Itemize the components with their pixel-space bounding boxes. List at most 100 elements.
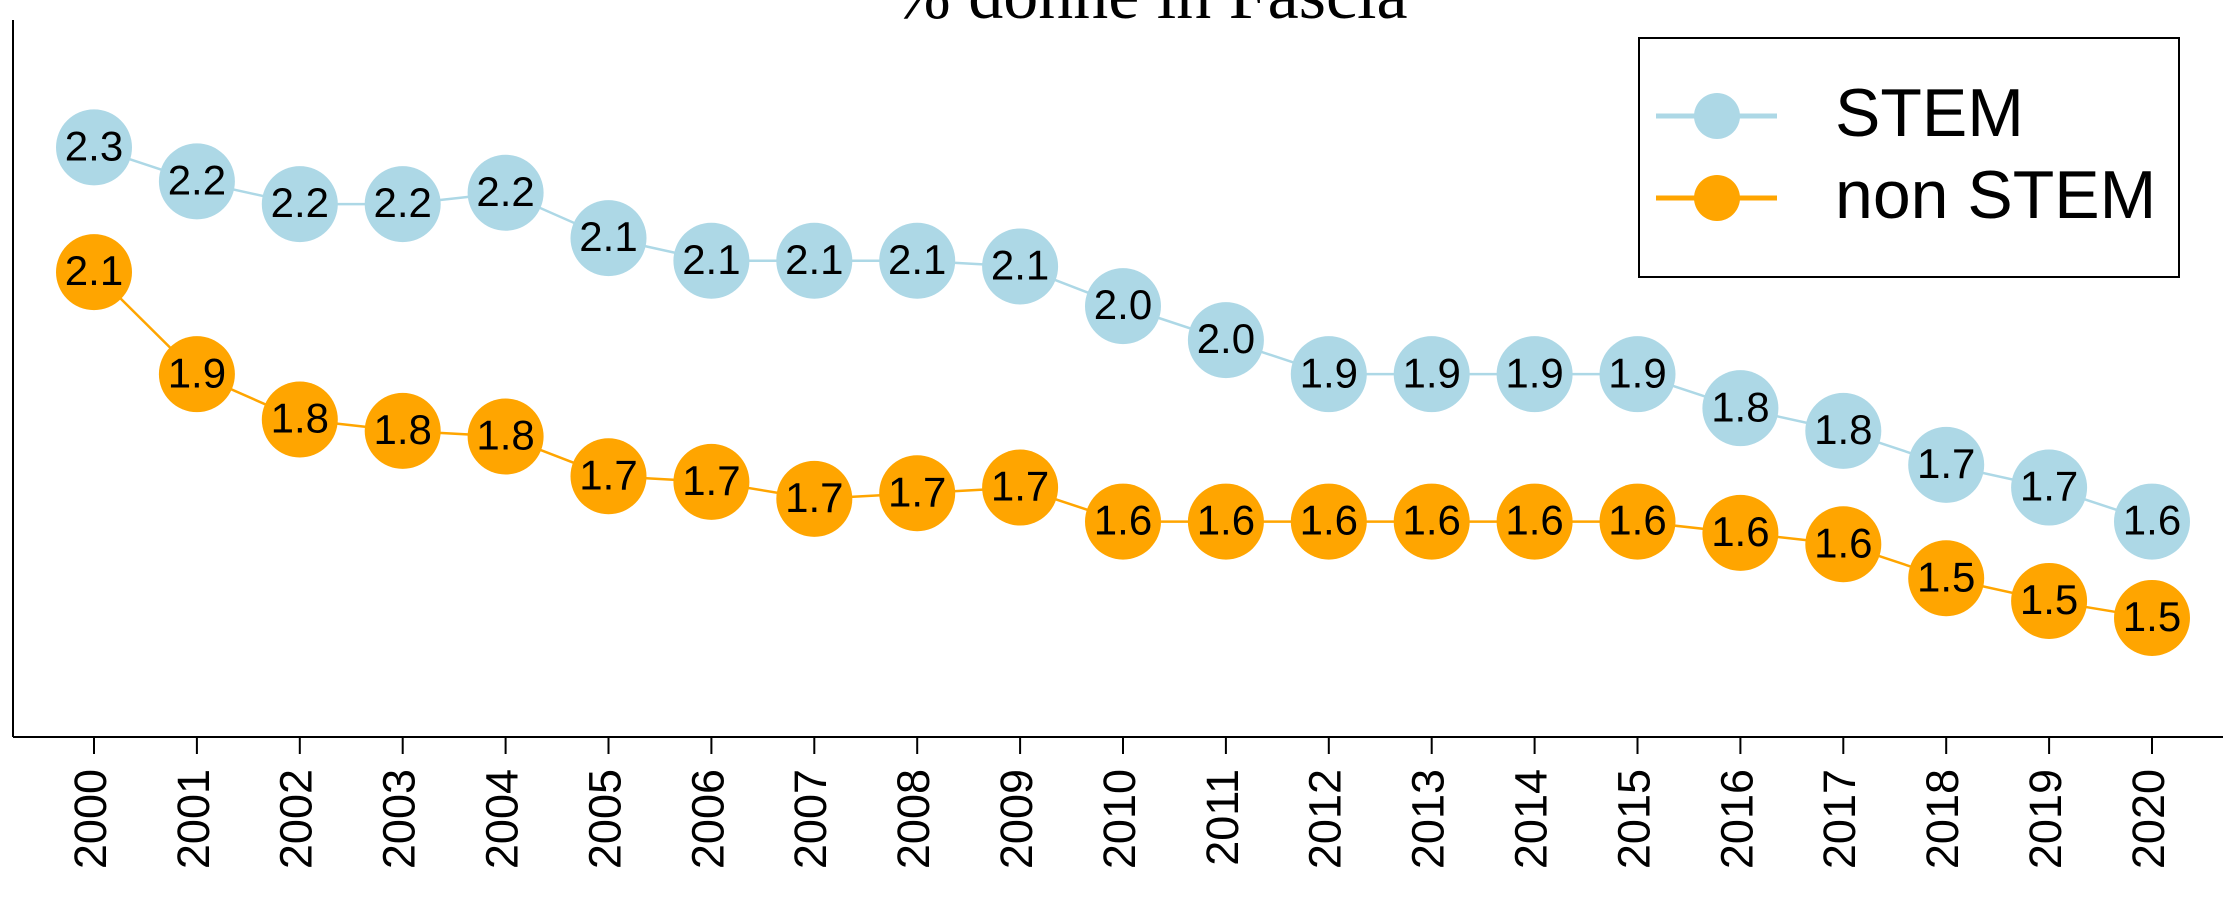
x-tick-label: 2000	[65, 769, 116, 869]
data-label: 2.0	[1197, 315, 1255, 362]
data-label: 1.6	[1197, 497, 1255, 544]
data-label: 2.2	[168, 157, 226, 204]
x-tick-label: 2017	[1814, 769, 1865, 869]
point	[1599, 336, 1676, 413]
point	[1702, 494, 1779, 571]
point	[1908, 540, 1985, 617]
data-label: 1.6	[1711, 508, 1769, 555]
x-tick-label: 2019	[2020, 769, 2071, 869]
x-tick-label: 2013	[1403, 769, 1454, 869]
point	[982, 449, 1059, 526]
point	[673, 222, 750, 299]
data-label: 2.1	[579, 213, 637, 260]
point	[1805, 392, 1882, 469]
x-tick-label: 2005	[579, 769, 630, 869]
data-label: 1.8	[1814, 406, 1872, 453]
data-label: 1.5	[1917, 553, 1975, 600]
point	[158, 143, 235, 220]
point	[1702, 370, 1779, 447]
data-label: 2.3	[65, 122, 123, 169]
data-label: 1.9	[1608, 349, 1666, 396]
x-tick-label: 2008	[888, 769, 939, 869]
data-label: 1.9	[1403, 349, 1461, 396]
data-label: 1.7	[579, 451, 637, 498]
point	[1805, 506, 1882, 583]
data-label: 1.6	[1814, 519, 1872, 566]
data-label: 1.7	[888, 468, 946, 515]
point	[1085, 268, 1161, 345]
point	[776, 222, 853, 299]
x-tick-label: 2016	[1711, 769, 1762, 869]
point	[1496, 483, 1573, 560]
legend-label: non STEM	[1835, 157, 2156, 233]
point	[1085, 483, 1161, 560]
point	[1187, 302, 1264, 379]
point	[1496, 336, 1573, 413]
x-tick-label: 2001	[168, 769, 219, 869]
data-label: 2.1	[888, 236, 946, 283]
point	[1290, 483, 1367, 560]
data-label: 1.7	[991, 463, 1049, 510]
point	[2011, 449, 2088, 526]
x-tick-label: 2009	[991, 769, 1042, 869]
x-tick-label: 2015	[1608, 769, 1659, 869]
data-label: 1.6	[1403, 497, 1461, 544]
data-label: 1.7	[785, 474, 843, 521]
data-label: 1.5	[2020, 576, 2078, 623]
point	[261, 166, 338, 243]
data-label: 2.1	[682, 236, 740, 283]
legend-marker	[1694, 93, 1740, 139]
data-label: 1.9	[1300, 349, 1358, 396]
point	[261, 381, 338, 458]
point	[2114, 579, 2190, 656]
point	[982, 228, 1059, 305]
point	[2011, 562, 2088, 639]
legend-box	[1638, 37, 2180, 278]
point	[879, 222, 956, 299]
point	[879, 455, 956, 532]
data-label: 2.1	[785, 236, 843, 283]
data-label: 2.0	[1094, 281, 1152, 328]
data-label: 1.6	[2123, 497, 2181, 544]
point	[1187, 483, 1264, 560]
data-label: 1.8	[1711, 383, 1769, 430]
point	[570, 438, 647, 515]
legend-label: STEM	[1835, 75, 2024, 151]
x-tick-label: 2010	[1094, 769, 1145, 869]
data-label: 1.6	[1094, 497, 1152, 544]
point	[673, 443, 750, 520]
data-label: 1.8	[374, 406, 432, 453]
x-tick-label: 2012	[1300, 769, 1351, 869]
point	[2114, 483, 2190, 560]
x-tick-label: 2011	[1197, 769, 1248, 866]
point	[467, 398, 544, 475]
x-tick-label: 2004	[476, 769, 527, 869]
point	[1599, 483, 1676, 560]
x-tick-label: 2018	[1917, 769, 1968, 869]
point	[1290, 336, 1367, 413]
legend-marker	[1694, 175, 1740, 221]
chart-title: % donne in Fascia	[892, 0, 1407, 34]
point	[1393, 336, 1470, 413]
data-label: 2.2	[271, 179, 329, 226]
data-label: 1.9	[1505, 349, 1563, 396]
data-label: 1.7	[1917, 440, 1975, 487]
data-label: 2.2	[476, 168, 534, 215]
point	[158, 336, 235, 413]
point	[56, 109, 132, 186]
data-label: 1.7	[682, 457, 740, 504]
point	[364, 166, 441, 243]
data-label: 2.1	[65, 247, 123, 294]
x-tick-label: 2014	[1505, 769, 1556, 869]
point	[570, 200, 647, 277]
data-label: 2.2	[374, 179, 432, 226]
data-label: 1.6	[1300, 497, 1358, 544]
x-tick-label: 2006	[682, 769, 733, 869]
x-tick-label: 2002	[271, 769, 322, 869]
point	[364, 392, 441, 469]
data-label: 1.6	[1608, 497, 1666, 544]
point	[56, 234, 132, 311]
point	[776, 460, 853, 537]
